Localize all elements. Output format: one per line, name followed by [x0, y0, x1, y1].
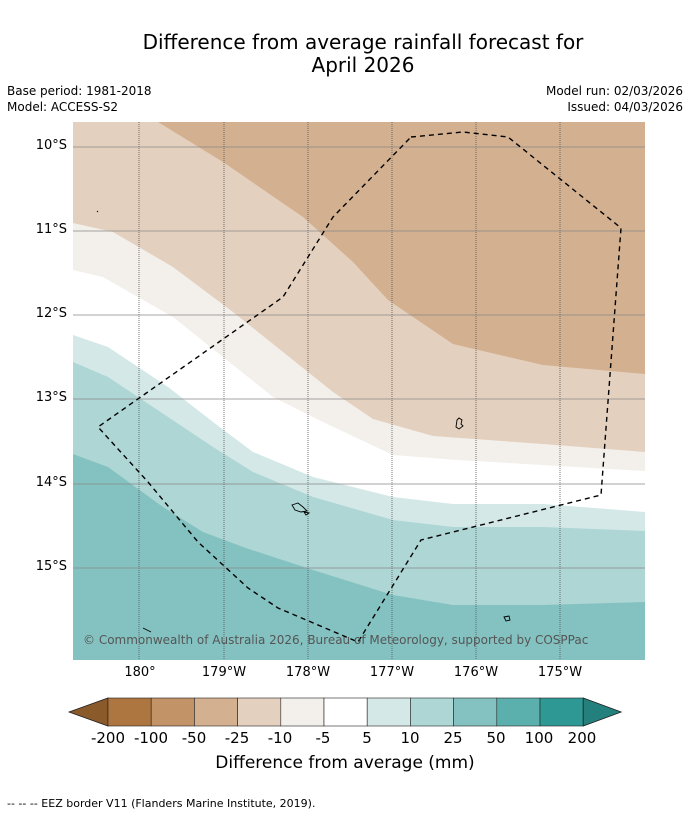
- island-central: [291, 502, 308, 513]
- lat-label-14s: 14°S: [35, 475, 67, 490]
- lon-label-179w: 179°W: [201, 665, 247, 680]
- cbar-tick: -25: [224, 729, 250, 747]
- cbar-tick: -200: [90, 729, 126, 747]
- issued-date: Issued: 04/03/2026: [567, 100, 683, 114]
- model-run: Model run: 02/03/2026: [545, 84, 683, 98]
- cbar-tick: 25: [443, 729, 463, 747]
- cbar-tick: 100: [524, 729, 554, 747]
- colorbar-segment: [280, 697, 325, 727]
- lat-label-11s: 11°S: [35, 222, 67, 237]
- colorbar-segment: [539, 697, 584, 727]
- island-northwest: [96, 210, 99, 213]
- map-lat-lines: [73, 146, 645, 569]
- island-east: [455, 417, 464, 430]
- colorbar: [67, 697, 623, 727]
- island-central-small: [303, 511, 311, 516]
- island-southeast: [503, 615, 511, 622]
- colorbar-segment: [237, 697, 282, 727]
- meta-right: Model run: 02/03/2026 Issued: 04/03/2026: [546, 83, 683, 115]
- colorbar-segment: [496, 697, 541, 727]
- cbar-tick: 5: [362, 729, 372, 747]
- colorbar-segment: [323, 697, 368, 727]
- colorbar-segment: [150, 697, 195, 727]
- cbar-tick: 50: [486, 729, 506, 747]
- meta-left: Base period: 1981-2018 Model: ACCESS-S2: [7, 83, 152, 115]
- cbar-tick: -5: [315, 729, 331, 747]
- eez-source-note: -- -- -- EEZ border V11 (Flanders Marine…: [7, 797, 316, 810]
- island-southwest: [142, 627, 152, 633]
- eez-border: [96, 131, 622, 643]
- lon-label-177w: 177°W: [369, 665, 415, 680]
- colorbar-segment: [107, 697, 152, 727]
- band-plus-25: [73, 454, 645, 660]
- cbar-tick: -50: [181, 729, 207, 747]
- colorbar-label: Difference from average (mm): [215, 753, 475, 773]
- colorbar-extend-high: [582, 697, 623, 727]
- colorbar-extend-low: [67, 697, 109, 727]
- lon-label-176w: 176°W: [453, 665, 499, 680]
- islands: [96, 210, 511, 633]
- copyright-notice: © Commonwealth of Australia 2026, Bureau…: [83, 633, 589, 647]
- colorbar-segment: [366, 697, 411, 727]
- cbar-tick: 200: [567, 729, 597, 747]
- lat-label-15s: 15°S: [35, 559, 67, 574]
- title-line-2: April 2026: [311, 53, 415, 77]
- model-name: Model: ACCESS-S2: [7, 100, 119, 114]
- base-period: Base period: 1981-2018: [7, 84, 152, 98]
- lat-label-10s: 10°S: [35, 138, 67, 153]
- lat-label-12s: 12°S: [35, 306, 67, 321]
- lon-label-180: 180°: [124, 665, 156, 680]
- lon-label-178w: 178°W: [285, 665, 331, 680]
- lon-label-175w: 175°W: [537, 665, 583, 680]
- rainfall-map: © Commonwealth of Australia 2026, Bureau…: [73, 122, 645, 660]
- title-line-1: Difference from average rainfall forecas…: [142, 30, 584, 54]
- colorbar-segment: [410, 697, 454, 727]
- cbar-tick: 10: [400, 729, 420, 747]
- cbar-tick: -10: [267, 729, 293, 747]
- cbar-tick: -100: [133, 729, 169, 747]
- colorbar-segment: [194, 697, 238, 727]
- map-canvas: [73, 122, 645, 660]
- map-title: Difference from average rainfall forecas…: [0, 31, 690, 77]
- lat-label-13s: 13°S: [35, 390, 67, 405]
- map-gridlines: [138, 122, 561, 660]
- colorbar-segment: [453, 697, 498, 727]
